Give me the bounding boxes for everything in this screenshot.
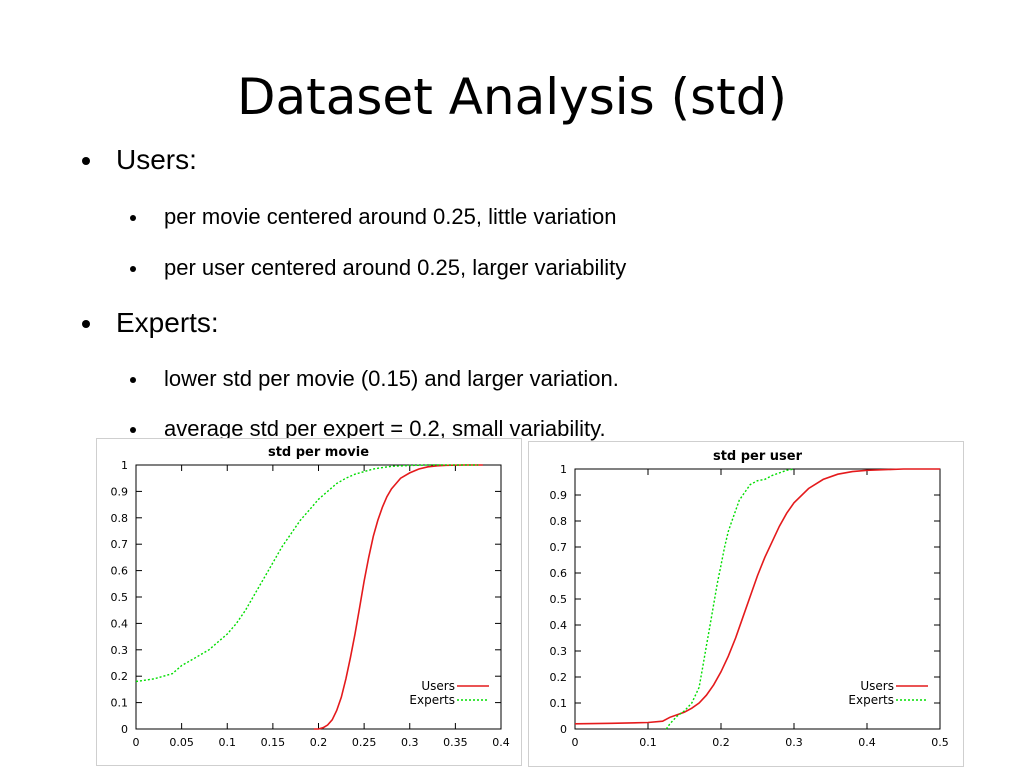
y-tick-label: 1 [560, 463, 567, 476]
y-tick-label: 0.4 [550, 619, 568, 632]
chart-std-per-movie: std per movie 0 0.1 0.2 0.3 0.4 0.5 0.6 0.7 0.8 0.… [96, 438, 522, 766]
x-tick-label: 0.4 [858, 736, 876, 749]
x-tick-label: 0.4 [492, 736, 510, 749]
y-tick-label: 0.4 [111, 617, 129, 630]
y-tick-label: 0.8 [550, 515, 568, 528]
x-tick-label: 0.1 [219, 736, 237, 749]
bullet-dot-icon [130, 266, 136, 272]
y-tick-label: 0.9 [111, 485, 129, 498]
bullet-dot-icon [130, 427, 136, 433]
x-tick-label: 0.35 [443, 736, 468, 749]
bullet-text: per movie centered around 0.25, little v… [164, 204, 617, 229]
x-tick-label: 0.15 [261, 736, 286, 749]
chart-title: std per movie [268, 445, 369, 460]
legend-label-experts: Experts [409, 693, 455, 707]
chart-std-per-user-svg: std per user 0 0.1 0.2 0.3 0.4 0.5 0.6 0.7 0.8 0.9… [550, 449, 949, 749]
x-tick-label: 0.3 [401, 736, 419, 749]
y-tick-label: 0.2 [550, 671, 568, 684]
y-tick-label: 0 [560, 723, 567, 736]
x-tick-label: 0 [572, 736, 579, 749]
legend-label-experts: Experts [848, 693, 894, 707]
y-tick-label: 0.3 [550, 645, 568, 658]
x-tick-label: 0.25 [352, 736, 377, 749]
x-tick-label: 0.2 [310, 736, 328, 749]
x-tick-label: 0 [133, 736, 140, 749]
x-tick-label: 0.1 [639, 736, 657, 749]
bullet-text: lower std per movie (0.15) and larger va… [164, 366, 619, 391]
bullet-dot-icon [130, 215, 136, 221]
x-tick-label: 0.2 [712, 736, 730, 749]
y-tick-label: 0.3 [111, 644, 129, 657]
series-line-users [574, 468, 940, 725]
y-tick-label: 0.1 [111, 697, 129, 710]
y-tick-label: 0.9 [550, 489, 568, 502]
y-tick-label: 0.6 [550, 567, 568, 580]
y-tick-label: 0 [121, 723, 128, 736]
bullet-text: Users: [116, 144, 197, 175]
y-tick-label: 0.6 [111, 565, 129, 578]
legend-label-users: Users [421, 679, 455, 693]
legend-label-users: Users [860, 679, 894, 693]
slide-title: Dataset Analysis (std) [237, 68, 787, 126]
y-tick-label: 0.7 [550, 541, 568, 554]
y-tick-label: 0.7 [111, 538, 129, 551]
y-tick-label: 1 [121, 459, 128, 472]
bullet-dot-icon [82, 320, 90, 328]
bullet-text: average std per expert = 0.2, small vari… [164, 416, 606, 441]
x-tick-label: 0.3 [785, 736, 803, 749]
bullet-text: per user centered around 0.25, larger va… [164, 255, 627, 280]
series-line-users [313, 464, 483, 730]
bullet-dot-icon [82, 157, 90, 165]
y-tick-label: 0.5 [550, 593, 568, 606]
y-tick-label: 0.2 [111, 670, 129, 683]
chart-std-per-user: std per user 0 0.1 0.2 0.3 0.4 0.5 0.6 0.7 0.8 0.9… [528, 441, 964, 767]
bullet-text: Experts: [116, 307, 219, 338]
series-line-experts [135, 464, 479, 683]
bullet-dot-icon [130, 377, 136, 383]
y-tick-label: 0.1 [550, 697, 568, 710]
x-tick-label: 0.5 [931, 736, 949, 749]
series-line-experts [665, 468, 795, 730]
chart-std-per-movie-svg: std per movie 0 0.1 0.2 0.3 0.4 0.5 0.6 0.7 0.8 0.… [111, 445, 510, 749]
chart-title: std per user [713, 449, 803, 464]
y-tick-label: 0.8 [111, 512, 129, 525]
x-tick-label: 0.05 [169, 736, 194, 749]
y-tick-label: 0.5 [111, 591, 129, 604]
